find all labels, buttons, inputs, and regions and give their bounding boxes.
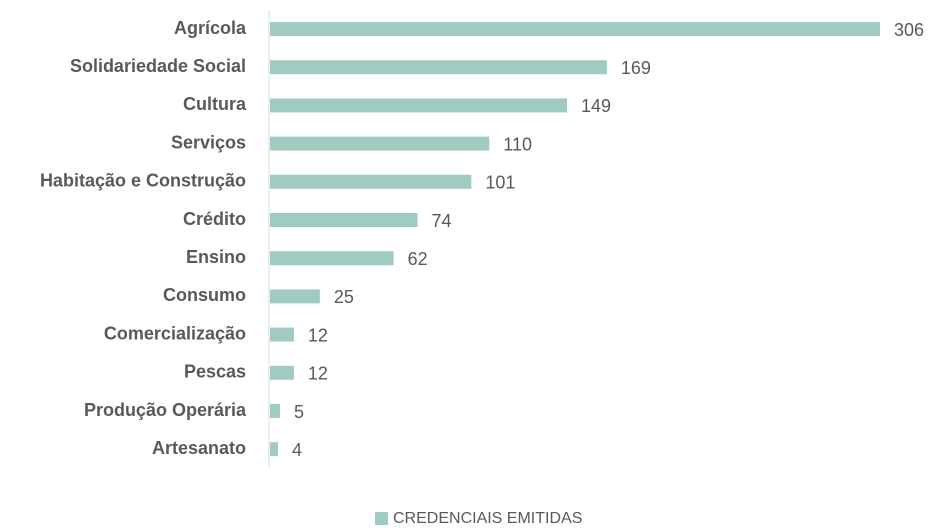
value-label: 4 xyxy=(292,440,302,460)
value-label: 62 xyxy=(408,249,428,269)
category-label: Consumo xyxy=(163,285,246,305)
bar xyxy=(270,22,880,36)
value-label: 25 xyxy=(334,287,354,307)
category-label: Solidariedade Social xyxy=(70,56,246,76)
category-label: Artesanato xyxy=(152,438,246,458)
bar xyxy=(270,213,418,227)
value-label: 12 xyxy=(308,364,328,384)
category-label: Pescas xyxy=(184,362,246,382)
category-label: Crédito xyxy=(183,209,246,229)
value-label: 149 xyxy=(581,96,611,116)
category-label: Agrícola xyxy=(174,18,247,38)
category-label: Comercialização xyxy=(104,323,246,343)
legend-swatch xyxy=(375,512,388,525)
legend-label: CREDENCIAIS EMITIDAS xyxy=(393,510,582,527)
bar xyxy=(270,98,568,113)
bar xyxy=(270,251,394,266)
value-label: 169 xyxy=(621,58,651,78)
value-label: 5 xyxy=(294,402,304,422)
bar xyxy=(270,365,294,380)
bar xyxy=(270,327,294,342)
category-label: Habitação e Construção xyxy=(40,171,246,191)
value-label: 74 xyxy=(432,211,452,231)
category-label: Cultura xyxy=(183,94,247,114)
value-label: 306 xyxy=(894,20,924,40)
bar xyxy=(270,60,607,75)
category-label: Serviços xyxy=(171,132,246,152)
bar xyxy=(270,442,278,457)
category-label: Produção Operária xyxy=(84,400,247,420)
category-label: Ensino xyxy=(186,247,246,267)
bar xyxy=(270,289,320,304)
bar xyxy=(270,404,280,418)
value-label: 110 xyxy=(503,134,532,154)
value-label: 12 xyxy=(308,325,328,345)
bar xyxy=(270,174,472,189)
value-label: 101 xyxy=(485,173,515,193)
bar xyxy=(270,136,490,151)
